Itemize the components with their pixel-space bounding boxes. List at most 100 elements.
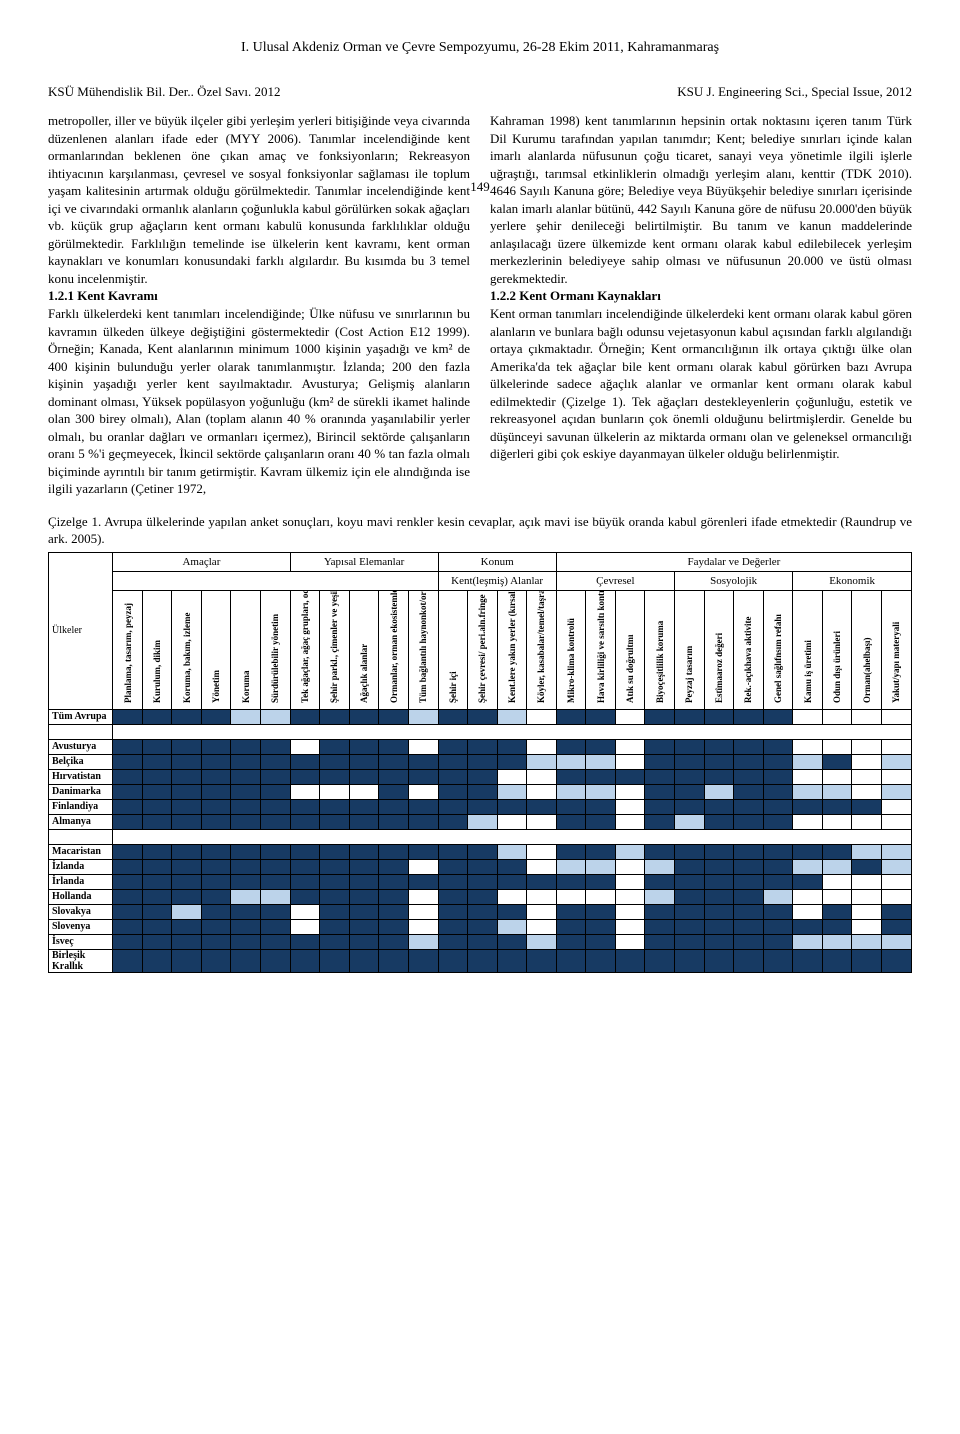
matrix-cell (527, 799, 557, 814)
matrix-cell (527, 874, 557, 889)
matrix-cell (231, 709, 261, 724)
subgroup-header (113, 571, 438, 590)
para-c2-1: Kahraman 1998) kent tanımlarının hepsini… (490, 112, 912, 287)
matrix-cell (408, 799, 438, 814)
matrix-cell (349, 889, 379, 904)
matrix-cell (527, 889, 557, 904)
matrix-cell (379, 844, 409, 859)
matrix-cell (438, 904, 468, 919)
matrix-cell (822, 709, 852, 724)
matrix-cell (201, 754, 231, 769)
matrix-cell (734, 709, 764, 724)
row-label: Avusturya (49, 739, 113, 754)
matrix-cell (231, 904, 261, 919)
row-label: Finlandiya (49, 799, 113, 814)
matrix-cell (320, 769, 350, 784)
matrix-cell (349, 919, 379, 934)
matrix-cell (675, 874, 705, 889)
column-header: Ormanlar, orman ekosistemleri (379, 590, 409, 709)
para-c2-2: Kent orman tanımları incelendiğinde ülke… (490, 305, 912, 463)
row-label: Belçika (49, 754, 113, 769)
matrix-cell (290, 934, 320, 949)
row-label: Danimarka (49, 784, 113, 799)
matrix-cell (527, 739, 557, 754)
matrix-cell (408, 769, 438, 784)
column-header: Köyler, kasabalar/temel/taşralı (527, 590, 557, 709)
row-label: Slovakya (49, 904, 113, 919)
matrix-cell (142, 814, 172, 829)
matrix-cell (645, 799, 675, 814)
matrix-cell (645, 784, 675, 799)
matrix-cell (261, 874, 291, 889)
matrix-cell (645, 889, 675, 904)
matrix-cell (172, 754, 202, 769)
matrix-cell (497, 904, 527, 919)
matrix-cell (675, 889, 705, 904)
matrix-cell (261, 769, 291, 784)
matrix-cell (704, 934, 734, 949)
matrix-cell (822, 814, 852, 829)
matrix-cell (261, 814, 291, 829)
matrix-cell (142, 889, 172, 904)
matrix-cell (793, 874, 823, 889)
matrix-cell (231, 859, 261, 874)
matrix-cell (615, 814, 645, 829)
matrix-cell (497, 739, 527, 754)
matrix-cell (438, 754, 468, 769)
matrix-cell (763, 889, 793, 904)
matrix-cell (408, 754, 438, 769)
matrix-cell (527, 844, 557, 859)
matrix-cell (231, 754, 261, 769)
table-row: Birleşik Krallık (49, 949, 912, 972)
matrix-cell (290, 709, 320, 724)
row-label: Slovenya (49, 919, 113, 934)
matrix-cell (320, 904, 350, 919)
matrix-cell (113, 709, 143, 724)
matrix-cell (468, 814, 498, 829)
matrix-cell (142, 769, 172, 784)
matrix-cell (704, 769, 734, 784)
matrix-cell (734, 754, 764, 769)
matrix-cell (320, 784, 350, 799)
matrix-cell (438, 739, 468, 754)
matrix-cell (527, 709, 557, 724)
row-label: Birleşik Krallık (49, 949, 113, 972)
matrix-cell (497, 754, 527, 769)
survey-matrix-table: ÜlkelerAmaçlarYapısal ElemanlarKonumFayd… (48, 552, 912, 973)
matrix-cell (852, 814, 882, 829)
matrix-cell (113, 814, 143, 829)
matrix-cell (379, 874, 409, 889)
matrix-cell (527, 754, 557, 769)
matrix-cell (497, 844, 527, 859)
matrix-cell (734, 739, 764, 754)
column-header: Koruma (231, 590, 261, 709)
table-row: Slovenya (49, 919, 912, 934)
matrix-cell (408, 934, 438, 949)
matrix-cell (793, 739, 823, 754)
matrix-cell (556, 754, 586, 769)
matrix-cell (142, 709, 172, 724)
matrix-cell (379, 799, 409, 814)
matrix-cell (142, 859, 172, 874)
matrix-cell (704, 844, 734, 859)
matrix-cell (645, 874, 675, 889)
matrix-cell (142, 919, 172, 934)
matrix-cell (763, 919, 793, 934)
matrix-cell (231, 934, 261, 949)
matrix-cell (675, 769, 705, 784)
running-title: I. Ulusal Akdeniz Orman ve Çevre Sempozy… (48, 40, 912, 56)
matrix-cell (734, 814, 764, 829)
matrix-cell (113, 799, 143, 814)
matrix-cell (468, 769, 498, 784)
matrix-cell (497, 934, 527, 949)
matrix-cell (763, 844, 793, 859)
matrix-cell (172, 859, 202, 874)
table-row: Danimarka (49, 784, 912, 799)
matrix-cell (881, 859, 911, 874)
matrix-cell (438, 799, 468, 814)
matrix-cell (261, 784, 291, 799)
matrix-cell (497, 889, 527, 904)
matrix-cell (261, 949, 291, 972)
matrix-cell (645, 859, 675, 874)
matrix-cell (734, 904, 764, 919)
